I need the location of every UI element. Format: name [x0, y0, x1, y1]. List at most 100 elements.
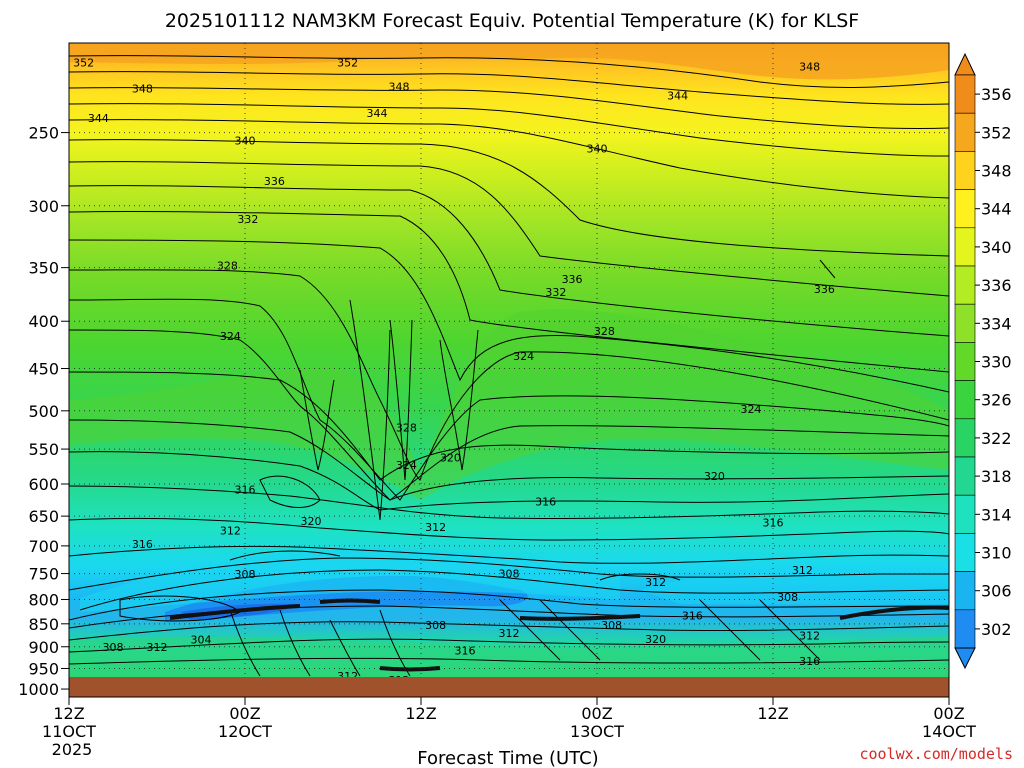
colorbar-label: 302: [981, 620, 1012, 639]
contour-label: 348: [132, 82, 153, 95]
colorbar-swatch: [954, 342, 976, 381]
contour-label: 308: [425, 619, 446, 632]
contour-label: 332: [545, 286, 566, 299]
colorbar-label: 310: [981, 544, 1012, 563]
x-axis-title: Forecast Time (UTC): [417, 748, 598, 768]
x-tick-time: 12Z: [757, 704, 788, 723]
x-tick-time: 00Z: [229, 704, 260, 723]
y-tick-label: 900: [28, 638, 59, 657]
contour-label: 336: [814, 283, 835, 296]
contour-label: 352: [337, 57, 358, 70]
contour-lines: [69, 55, 949, 677]
contour-label: 336: [264, 175, 285, 188]
contour-label: 312: [220, 525, 241, 538]
contour-label: 344: [88, 112, 109, 125]
contour-label: 312: [645, 576, 666, 589]
y-tick-label: 600: [28, 475, 59, 494]
colorbar-swatch: [954, 265, 976, 305]
contour-label: 316: [682, 610, 703, 623]
x-tick-time: 00Z: [933, 704, 964, 723]
plot-border: [68, 42, 950, 698]
y-axis: 250 300 350 400 450 500 550 600 650 700 750 800 850 9…: [18, 124, 69, 699]
colorbar-label: 334: [981, 314, 1012, 333]
contour-label: 308: [235, 568, 256, 581]
colorbar-label: 306: [981, 582, 1012, 601]
contour-label: 316: [455, 644, 476, 657]
contour-label: 324: [741, 403, 762, 416]
x-tick-date: 12OCT: [218, 722, 272, 741]
colorbar-swatch: [954, 303, 976, 343]
contour-label: 312: [425, 521, 446, 534]
contour-label: 324: [396, 459, 417, 472]
colorbar-swatch: [954, 74, 976, 114]
y-tick-label: 750: [28, 565, 59, 584]
colorbar-label: 322: [981, 429, 1012, 448]
x-tick-time: 00Z: [581, 704, 612, 723]
y-tick-label: 250: [28, 124, 59, 143]
y-tick-label: 500: [28, 402, 59, 421]
contour-label: 352: [73, 57, 94, 70]
contour-label: 320: [704, 470, 725, 483]
colorbar-swatch: [954, 494, 976, 534]
contour-label: 316: [132, 538, 153, 551]
colorbar-swatch: [954, 609, 976, 649]
contour-label: 320: [301, 515, 322, 528]
contour-label: 316: [535, 496, 556, 509]
colorbar-label: 356: [981, 85, 1012, 104]
contour-label: 304: [191, 634, 212, 647]
x-tick-time: 12Z: [405, 704, 436, 723]
y-tick-label: 950: [28, 659, 59, 678]
y-tick-label: 450: [28, 360, 59, 379]
colorbar-label: 336: [981, 276, 1012, 295]
contour-label: 328: [594, 325, 615, 338]
upper-orange-band: [69, 43, 949, 80]
y-tick-label: 700: [28, 537, 59, 556]
contour-label: 308: [601, 619, 622, 632]
contour-label: 312: [147, 641, 168, 654]
colorbar-label: 314: [981, 505, 1012, 524]
x-tick-time: 12Z: [53, 704, 84, 723]
x-tick-date: 11OCT: [42, 722, 96, 741]
colorbar-label: 340: [981, 238, 1012, 257]
colorbar-label: 344: [981, 200, 1012, 219]
contour-label: 344: [667, 90, 688, 103]
y-tick-label: 350: [28, 259, 59, 278]
colorbar-top-arrow: [954, 52, 976, 76]
y-tick-label: 800: [28, 590, 59, 609]
contour-label: 324: [513, 350, 534, 363]
y-tick-label: 400: [28, 312, 59, 331]
colorbar-swatch: [954, 571, 976, 611]
contour-label: 312: [499, 627, 520, 640]
contour-label: 328: [217, 259, 238, 272]
contour-label: 328: [396, 421, 417, 434]
chart-title: 2025101112 NAM3KM Forecast Equiv. Potent…: [165, 10, 859, 32]
ground-bar: [69, 677, 949, 697]
contour-label: 348: [389, 81, 410, 94]
contour-label: 308: [499, 568, 520, 581]
colorbar-swatch: [954, 151, 976, 190]
colorbar-swatch: [954, 418, 976, 458]
contour-label: 332: [237, 213, 258, 226]
colorbar-swatch: [954, 227, 976, 267]
contour-label: 348: [799, 60, 820, 73]
y-tick-label: 550: [28, 440, 59, 459]
colorbar: 356 352 348 344 340 336 334 330 326 322 318 314 310 3…: [954, 52, 1012, 670]
colorbar-swatch: [954, 380, 976, 420]
colorbar-label: 318: [981, 467, 1012, 486]
contour-label: 308: [103, 641, 124, 654]
y-tick-label: 850: [28, 615, 59, 634]
colorbar-swatch: [954, 112, 976, 152]
contour-label: 320: [645, 633, 666, 646]
contour-label: 340: [235, 135, 256, 148]
contour-label: 316: [799, 655, 820, 668]
contour-label: 336: [562, 273, 583, 286]
colorbar-bottom-arrow: [954, 647, 976, 670]
contour-label: 320: [440, 452, 461, 465]
colorbar-label: 330: [981, 353, 1012, 372]
contour-label: 312: [799, 629, 820, 642]
contour-label: 308: [777, 591, 798, 604]
y-tick-label: 650: [28, 507, 59, 526]
